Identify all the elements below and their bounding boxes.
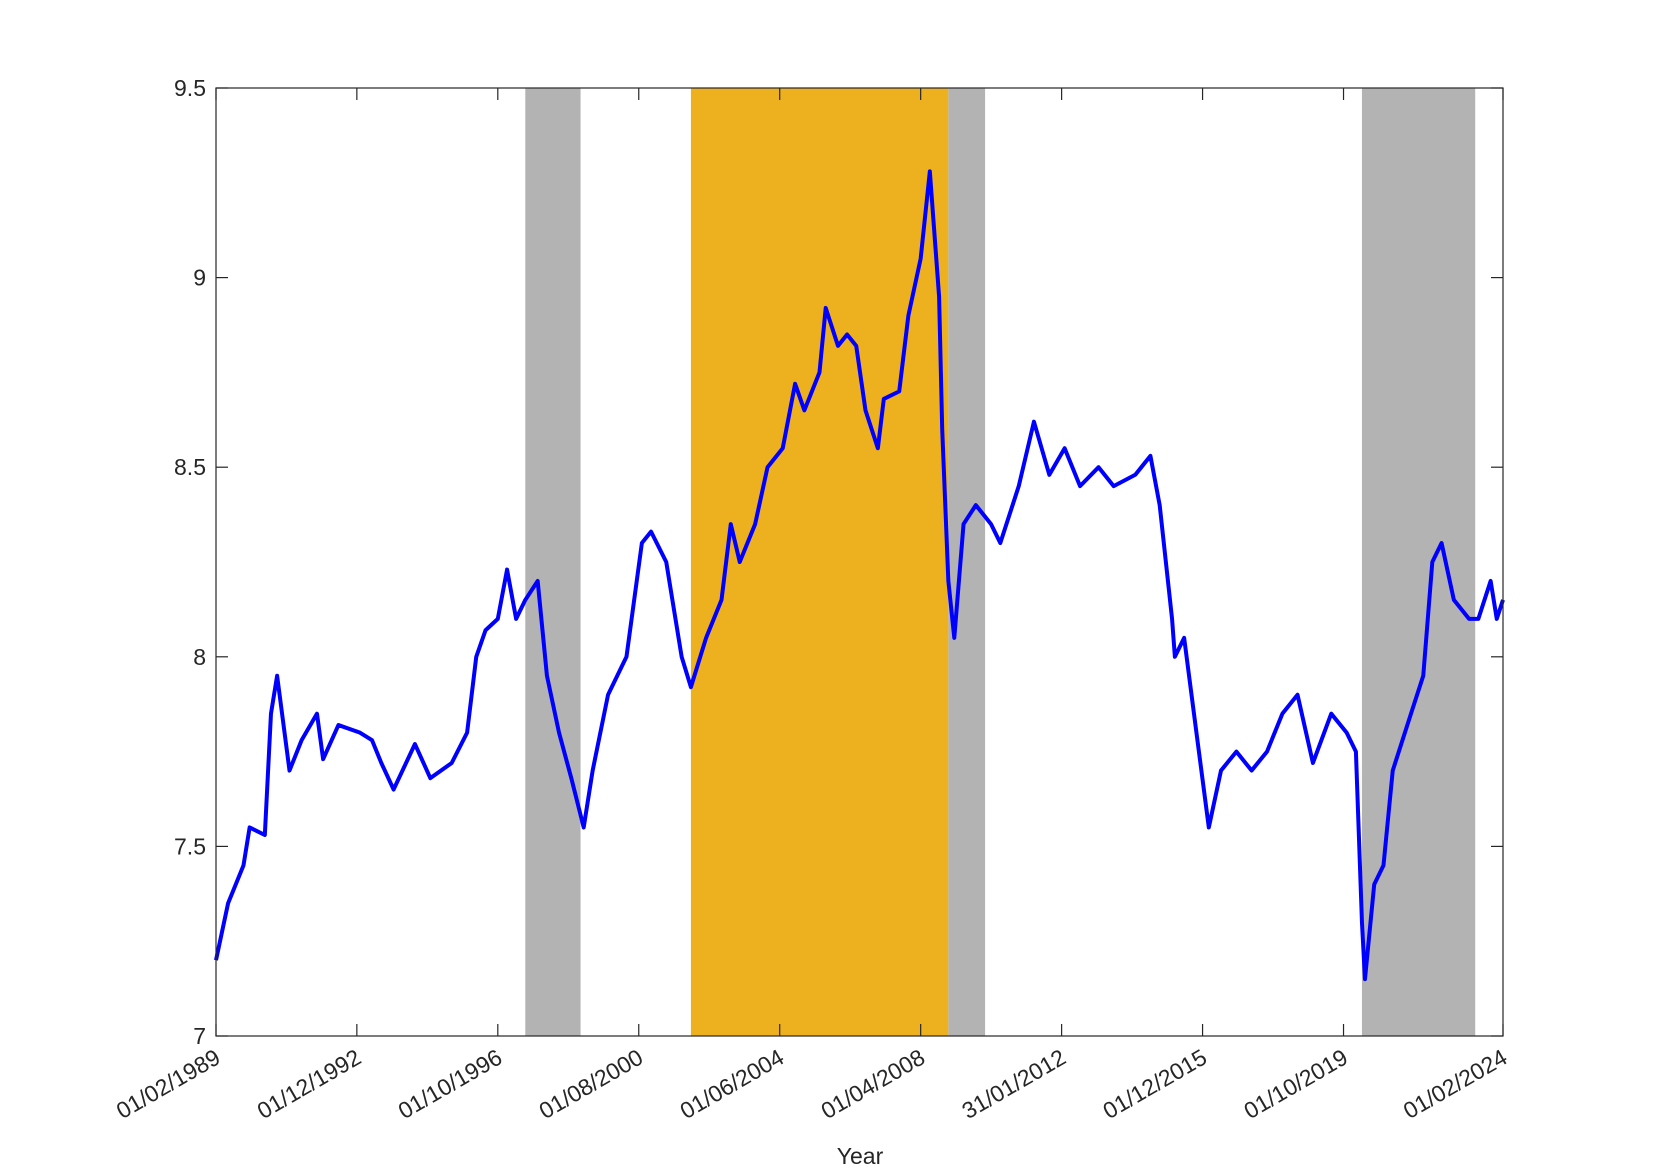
x-tick-label: 01/10/1996: [394, 1044, 507, 1124]
x-tick-label: 01/08/2000: [535, 1044, 648, 1124]
y-tick-label: 9.5: [174, 75, 206, 101]
y-tick-label: 8: [193, 644, 206, 670]
x-tick-label: 01/02/1989: [112, 1044, 225, 1124]
y-tick-label: 7.5: [174, 833, 206, 859]
data-line: [214, 169, 1505, 982]
x-tick-label: 31/01/2012: [957, 1044, 1070, 1124]
x-tick-label: 01/10/2019: [1239, 1044, 1352, 1124]
x-tick-label: 01/04/2008: [816, 1044, 929, 1124]
shaded-region: [690, 88, 949, 1036]
shaded-region: [525, 88, 581, 1036]
shaded-region: [948, 88, 986, 1036]
x-tick-label: 01/06/2004: [676, 1044, 789, 1124]
shaded-region: [1361, 88, 1476, 1036]
y-tick-label: 8.5: [174, 454, 206, 480]
x-tick-label: 01/12/2015: [1098, 1044, 1211, 1124]
y-tick-label: 9: [193, 265, 206, 291]
y-tick-label: 7: [193, 1023, 206, 1049]
x-axis-label: Year: [837, 1143, 884, 1169]
axes-box: [215, 87, 1504, 1037]
x-tick-label: 01/12/1992: [253, 1044, 366, 1124]
x-tick-label: 01/02/2024: [1399, 1044, 1512, 1124]
